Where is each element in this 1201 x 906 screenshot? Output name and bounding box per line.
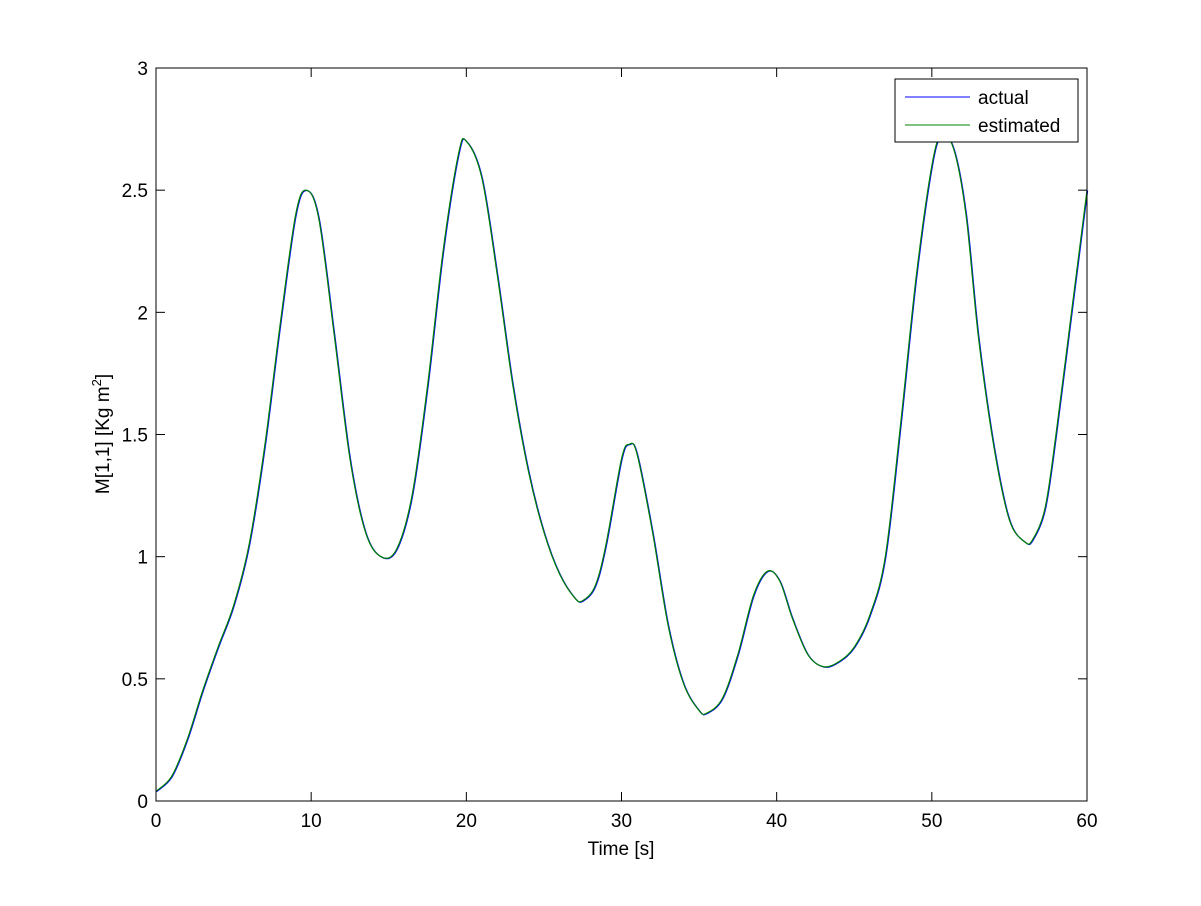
plot-area (156, 68, 1087, 801)
x-tick-label: 50 (921, 811, 942, 832)
y-axis-label-close: ] (93, 374, 114, 379)
x-tick-label: 60 (1076, 811, 1097, 832)
y-tick-label: 1.5 (122, 426, 148, 447)
y-axis-label-main: M[1,1] [Kg m (93, 386, 114, 494)
x-tick-label: 30 (611, 811, 632, 832)
y-axis-label: M[1,1] [Kg m2] (89, 374, 114, 494)
y-tick-label: 2.5 (122, 181, 148, 202)
y-axis-label-superscript: 2 (89, 379, 104, 386)
y-tick-label: 0.5 (122, 670, 148, 691)
tick-layer: 0 10 20 30 40 50 60 0 0.5 1 1.5 2 2.5 3 (122, 59, 1098, 832)
legend-label-actual: actual (978, 88, 1029, 109)
y-tick-label: 3 (137, 59, 148, 80)
y-tick-label: 0 (137, 792, 148, 813)
x-tick-label: 10 (301, 811, 322, 832)
x-tick-label: 40 (766, 811, 787, 832)
x-tick-label: 0 (151, 811, 162, 832)
x-tick-label: 20 (456, 811, 477, 832)
x-axis-label: Time [s] (588, 839, 655, 860)
legend-label-estimated: estimated (978, 116, 1060, 137)
legend: actual estimated (894, 78, 1079, 143)
legend-box (894, 78, 1079, 143)
y-tick-label: 1 (137, 548, 148, 569)
y-tick-label: 2 (137, 303, 148, 324)
